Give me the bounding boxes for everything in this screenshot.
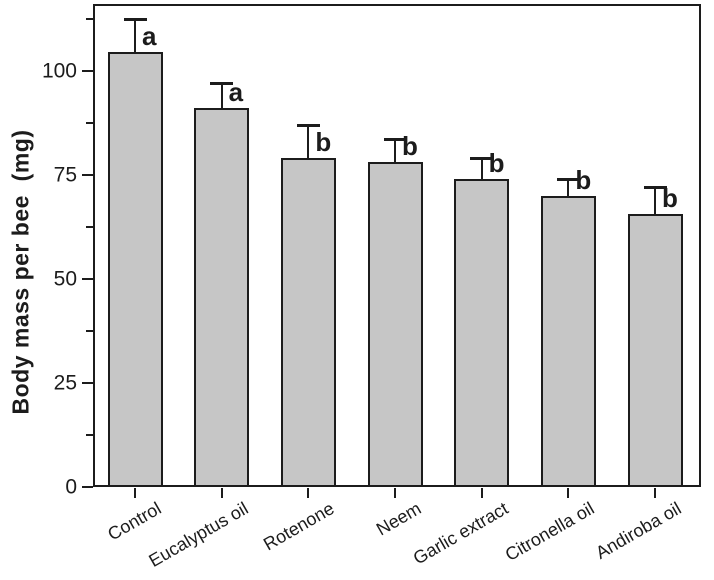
x-axis-tick bbox=[307, 488, 310, 498]
significance-letter: b bbox=[662, 183, 678, 214]
x-tick-label: Andiroba oil bbox=[592, 498, 685, 563]
y-axis-minor-tick bbox=[86, 225, 93, 228]
x-tick-label: Citronella oil bbox=[502, 498, 598, 565]
x-axis-tick bbox=[654, 488, 657, 498]
error-bar-cap bbox=[556, 177, 580, 181]
x-axis-tick bbox=[480, 488, 483, 498]
error-bar-cap bbox=[643, 186, 667, 190]
x-axis-tick bbox=[394, 488, 396, 498]
y-axis-major-tick bbox=[82, 277, 93, 280]
error-bar-line bbox=[480, 160, 483, 181]
y-tick-label: 75 bbox=[53, 163, 77, 187]
significance-letter: b bbox=[488, 147, 505, 178]
error-bar-line bbox=[307, 126, 310, 161]
error-bar-cap bbox=[123, 17, 147, 21]
bar bbox=[194, 108, 250, 487]
error-bar-line bbox=[220, 85, 223, 111]
significance-letter: b bbox=[315, 127, 332, 158]
error-bar-cap bbox=[470, 157, 494, 161]
bar bbox=[367, 162, 423, 487]
bar bbox=[454, 178, 510, 487]
x-tick-label: Garlic extract bbox=[409, 498, 512, 569]
bar bbox=[627, 214, 683, 487]
y-axis-major-tick bbox=[82, 69, 93, 72]
significance-letter: b bbox=[402, 131, 418, 162]
x-axis-tick bbox=[220, 488, 223, 498]
y-tick-label: 0 bbox=[65, 475, 77, 499]
plot-area: a a b b b b b bbox=[93, 4, 701, 487]
x-axis-tick bbox=[567, 488, 570, 498]
bar bbox=[107, 51, 163, 487]
y-axis-title: Body mass per bee (mg) bbox=[7, 129, 34, 415]
error-bar-line bbox=[134, 20, 136, 54]
bar bbox=[540, 195, 596, 487]
x-tick-label: Neem bbox=[372, 498, 425, 540]
y-axis-major-tick bbox=[82, 381, 93, 384]
y-axis-minor-tick bbox=[86, 329, 93, 332]
error-bar-line bbox=[567, 180, 570, 198]
significance-letter: b bbox=[575, 164, 592, 195]
error-bar-cap bbox=[383, 138, 407, 142]
error-bar-cap bbox=[296, 123, 320, 127]
significance-letter: a bbox=[228, 77, 244, 108]
error-bar-cap bbox=[210, 82, 234, 86]
error-bar-line bbox=[394, 141, 396, 165]
y-tick-label: 25 bbox=[53, 371, 77, 395]
x-axis-tick bbox=[134, 488, 136, 498]
y-tick-label: 50 bbox=[53, 267, 77, 291]
x-tick-label: Rotenone bbox=[260, 498, 338, 555]
y-tick-label: 100 bbox=[41, 59, 77, 83]
significance-letter: a bbox=[142, 20, 157, 51]
y-axis-minor-tick bbox=[86, 17, 93, 20]
y-axis-major-tick bbox=[82, 486, 93, 488]
y-axis-major-tick bbox=[82, 173, 93, 176]
error-bar-line bbox=[654, 189, 657, 217]
y-axis-minor-tick bbox=[86, 121, 93, 124]
y-axis-minor-tick bbox=[86, 433, 93, 436]
x-tick-label: Control bbox=[104, 498, 165, 545]
bar bbox=[280, 158, 336, 487]
